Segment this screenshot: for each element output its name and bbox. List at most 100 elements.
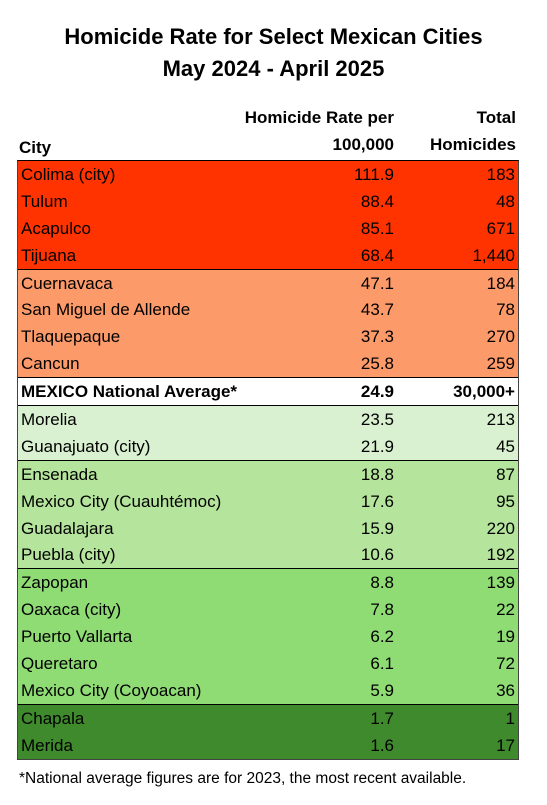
cell-city: San Miguel de Allende bbox=[21, 300, 191, 320]
table-row: Merida 1.6 17 bbox=[18, 731, 518, 759]
cell-total: 183 bbox=[486, 165, 515, 184]
header-total-line1: Total bbox=[476, 108, 516, 127]
cell-total: 87 bbox=[496, 464, 515, 484]
table-row: Tlaquepaque 37.3 270 bbox=[18, 323, 518, 351]
table-row: MEXICO National Average* 24.9 30,000+ bbox=[18, 377, 518, 406]
cell-rate: 23.5 bbox=[360, 410, 394, 430]
header-total: Total Homicides bbox=[430, 104, 516, 158]
cell-rate: 5.9 bbox=[370, 680, 394, 700]
homicide-table: City Homicide Rate per 100,000 Total Hom… bbox=[17, 106, 519, 760]
cell-total: 30,000+ bbox=[453, 382, 515, 402]
cell-rate: 17.6 bbox=[360, 491, 394, 511]
table-row: Puerto Vallarta 6.2 19 bbox=[18, 623, 518, 651]
cell-rate: 47.1 bbox=[360, 273, 394, 293]
table-row: Tulum 88.4 48 bbox=[18, 187, 518, 215]
cell-city: Colima (city) bbox=[21, 165, 116, 184]
cell-rate: 6.2 bbox=[370, 627, 394, 647]
table-row: San Miguel de Allende 43.7 78 bbox=[18, 296, 518, 324]
cell-total: 72 bbox=[496, 654, 515, 674]
cell-total: 270 bbox=[486, 327, 515, 347]
cell-city: Tulum bbox=[21, 191, 68, 211]
cell-total: 22 bbox=[496, 600, 515, 620]
cell-rate: 111.9 bbox=[353, 165, 394, 184]
table-row: Colima (city) 111.9 183 bbox=[18, 161, 518, 188]
cell-total: 1 bbox=[505, 708, 515, 728]
cell-total: 45 bbox=[496, 436, 515, 456]
cell-city: Puerto Vallarta bbox=[21, 627, 133, 647]
table-row: Cancun 25.8 259 bbox=[18, 350, 518, 378]
cell-city: Cuernavaca bbox=[21, 273, 113, 293]
header-total-line2: Homicides bbox=[430, 135, 516, 154]
cell-city: Tijuana bbox=[21, 245, 77, 265]
header-city: City bbox=[19, 138, 52, 157]
table-row: Mexico City (Cuauhtémoc) 17.6 95 bbox=[18, 487, 518, 515]
cell-rate: 88.4 bbox=[360, 191, 394, 211]
cell-rate: 24.9 bbox=[360, 382, 394, 402]
table-row: Mexico City (Coyoacan) 5.9 36 bbox=[18, 676, 518, 704]
cell-rate: 68.4 bbox=[360, 245, 394, 265]
cell-city: Queretaro bbox=[21, 654, 98, 674]
cell-rate: 21.9 bbox=[360, 436, 394, 456]
cell-city: Mexico City (Coyoacan) bbox=[21, 680, 202, 700]
cell-city: Mexico City (Cuauhtémoc) bbox=[21, 491, 222, 511]
cell-city: Cancun bbox=[21, 354, 80, 374]
cell-total: 192 bbox=[486, 545, 515, 565]
cell-total: 671 bbox=[486, 218, 515, 238]
table-row: Tijuana 68.4 1,440 bbox=[18, 241, 518, 269]
table-row: Guadalajara 15.9 220 bbox=[18, 514, 518, 542]
table-row: Cuernavaca 47.1 184 bbox=[18, 268, 518, 297]
cell-rate: 10.6 bbox=[360, 545, 394, 565]
table-row: Queretaro 6.1 72 bbox=[18, 650, 518, 677]
page-subtitle: May 2024 - April 2025 bbox=[162, 56, 385, 81]
cell-city: Chapala bbox=[21, 708, 85, 728]
table-body: Colima (city) 111.9 183 Tulum 88.4 48 Acapulco… bbox=[17, 160, 519, 760]
table-row: Morelia 23.5 213 bbox=[18, 405, 518, 433]
cell-city: Guadalajara bbox=[21, 518, 114, 538]
cell-rate: 85.1 bbox=[360, 218, 394, 238]
cell-rate: 7.8 bbox=[370, 600, 394, 620]
table-header: City Homicide Rate per 100,000 Total Hom… bbox=[17, 106, 519, 160]
cell-city: Ensenada bbox=[21, 464, 98, 484]
cell-total: 19 bbox=[496, 627, 515, 647]
cell-city: MEXICO National Average* bbox=[21, 382, 238, 402]
cell-total: 220 bbox=[486, 518, 515, 538]
cell-rate: 18.8 bbox=[360, 464, 394, 484]
table-row: Puebla (city) 10.6 192 bbox=[18, 541, 518, 569]
cell-total: 184 bbox=[486, 273, 515, 293]
cell-city: Tlaquepaque bbox=[21, 327, 121, 347]
cell-city: Morelia bbox=[21, 410, 77, 430]
cell-city: Guanajuato (city) bbox=[21, 436, 151, 456]
cell-rate: 1.6 bbox=[370, 735, 394, 755]
table-row: Acapulco 85.1 671 bbox=[18, 214, 518, 242]
cell-total: 95 bbox=[496, 491, 515, 511]
cell-total: 259 bbox=[486, 354, 515, 374]
table-row: Guanajuato (city) 21.9 45 bbox=[18, 432, 518, 460]
cell-city: Zapopan bbox=[21, 573, 89, 593]
table-row: Zapopan 8.8 139 bbox=[18, 568, 518, 597]
cell-rate: 37.3 bbox=[360, 327, 394, 347]
table-row: Chapala 1.7 1 bbox=[18, 703, 518, 732]
cell-total: 48 bbox=[496, 191, 515, 211]
cell-total: 78 bbox=[496, 300, 515, 320]
table-row: Ensenada 18.8 87 bbox=[18, 459, 518, 488]
cell-city: Oaxaca (city) bbox=[21, 600, 122, 620]
cell-rate: 25.8 bbox=[360, 354, 394, 374]
cell-total: 36 bbox=[496, 680, 515, 700]
cell-rate: 8.8 bbox=[370, 573, 394, 593]
cell-total: 213 bbox=[486, 410, 515, 430]
cell-rate: 15.9 bbox=[360, 518, 394, 538]
cell-rate: 1.7 bbox=[370, 708, 394, 728]
header-rate-line2: 100,000 bbox=[332, 135, 394, 154]
cell-rate: 6.1 bbox=[370, 654, 394, 674]
cell-city: Merida bbox=[21, 735, 73, 755]
header-rate-line1: Homicide Rate per bbox=[244, 108, 394, 127]
table-row: Oaxaca (city) 7.8 22 bbox=[18, 596, 518, 624]
cell-city: Acapulco bbox=[21, 218, 91, 238]
page-title: Homicide Rate for Select Mexican Cities bbox=[64, 24, 483, 49]
cell-rate: 43.7 bbox=[360, 300, 394, 320]
cell-total: 1,440 bbox=[472, 245, 515, 265]
cell-total: 139 bbox=[486, 573, 515, 593]
header-rate: Homicide Rate per 100,000 bbox=[245, 104, 394, 158]
cell-total: 17 bbox=[496, 735, 515, 755]
cell-city: Puebla (city) bbox=[21, 545, 116, 565]
